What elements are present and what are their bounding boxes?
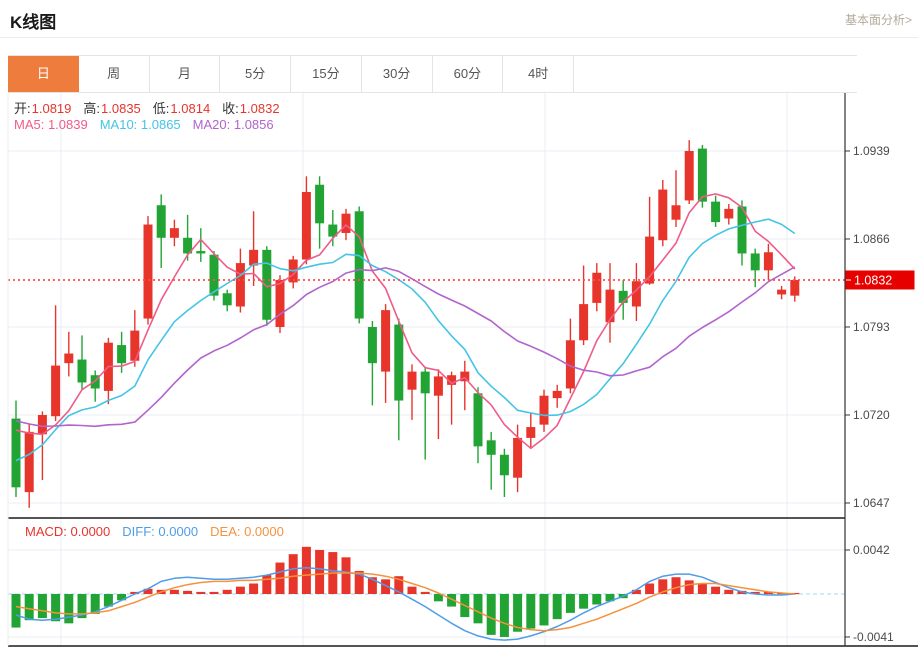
svg-text:-0.0041: -0.0041 (853, 630, 894, 644)
ohlc-legend: 开:1.0819 高:1.0835 低:1.0814 收:1.0832 (14, 98, 292, 117)
dea-value-legend: DEA: 0.0000 (210, 524, 284, 539)
macd-legend: MACD: 0.0000 DIFF: 0.0000 DEA: 0.0000 (25, 524, 296, 539)
high-value: 1.0835 (101, 101, 141, 116)
macd-value-legend: MACD: 0.0000 (25, 524, 111, 539)
svg-text:1.0720: 1.0720 (853, 408, 890, 422)
fundamental-analysis-link[interactable]: 基本面分析> (844, 13, 912, 27)
kline-chart[interactable]: 1.0939 1.0866 1.0793 1.0720 1.0647 0.0042 -0.0… (0, 93, 918, 652)
open-value: 1.0819 (31, 101, 72, 116)
close-value: 1.0832 (239, 101, 280, 116)
low-label: 低: (152, 101, 170, 116)
low-value: 1.0814 (170, 101, 211, 116)
tab-month[interactable]: 月 (149, 56, 221, 92)
ma10-legend: MA10: 1.0865 (99, 117, 181, 132)
close-label: 收: (222, 101, 239, 116)
tab-30min[interactable]: 30分 (361, 56, 433, 92)
ma-legend: MA5: 1.0839 MA10: 1.0865 MA20: 1.0856 (14, 117, 286, 132)
title-divider (0, 37, 918, 38)
svg-text:1.0939: 1.0939 (853, 144, 890, 158)
ma20-legend: MA20: 1.0856 (192, 117, 274, 132)
svg-text:1.0866: 1.0866 (853, 232, 890, 246)
tab-day[interactable]: 日 (8, 56, 79, 92)
tab-5min[interactable]: 5分 (220, 56, 291, 92)
tab-4hour[interactable]: 4时 (503, 56, 574, 92)
diff-value-legend: DIFF: 0.0000 (122, 524, 199, 539)
svg-text:0.0042: 0.0042 (853, 543, 890, 557)
svg-text:1.0793: 1.0793 (853, 320, 890, 334)
svg-text:1.0647: 1.0647 (853, 496, 890, 510)
svg-text:1.0832: 1.0832 (854, 273, 892, 287)
tab-60min[interactable]: 60分 (432, 56, 504, 92)
tab-15min[interactable]: 15分 (291, 56, 362, 92)
tab-week[interactable]: 周 (78, 56, 150, 92)
ma5-legend: MA5: 1.0839 (14, 117, 88, 132)
high-label: 高: (83, 101, 101, 116)
open-label: 开: (14, 101, 31, 116)
page-title: K线图 (10, 13, 57, 32)
period-tab-bar: 日 周 月 5分 15分 30分 60分 4时 (8, 55, 857, 93)
